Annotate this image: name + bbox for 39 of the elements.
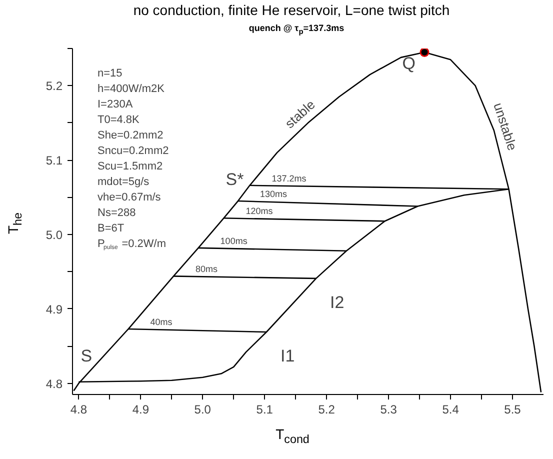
x-tick-label: 5.5 xyxy=(504,402,522,416)
x-tick-label: 5.3 xyxy=(380,402,398,416)
x-tick-label: 5.0 xyxy=(194,402,212,416)
annotation: B=6T xyxy=(98,222,124,234)
annotation: S xyxy=(80,346,92,366)
annotation: h=400W/m2K xyxy=(98,83,166,95)
x-tick-label: 5.1 xyxy=(256,402,274,416)
y-tick-label: 5.2 xyxy=(46,79,63,94)
x-tick-label: 4.9 xyxy=(132,402,150,416)
series-label: 40ms xyxy=(150,317,173,328)
annotation: Ns=288 xyxy=(98,207,136,219)
x-tick-label: 4.8 xyxy=(70,402,88,416)
annotation: S* xyxy=(226,170,244,189)
annotation: unstable xyxy=(490,100,520,152)
y-tick-label: 5.0 xyxy=(46,228,63,242)
annotation: mdot=5g/s xyxy=(98,176,150,188)
annotation: I2 xyxy=(330,292,344,312)
annotation: T0=4.8K xyxy=(98,114,140,126)
annotation: She=0.2mm2 xyxy=(98,130,164,142)
chart-subtitle: quench @ τ$_{p}$=137.3ms xyxy=(248,22,344,38)
x-tick-label: 5.2 xyxy=(318,402,336,416)
y-tick-label: 4.9 xyxy=(46,302,63,316)
annotation: Scu=1.5mm2 xyxy=(98,160,163,172)
series-label: 100ms xyxy=(220,236,248,246)
chart-title: no conduction, finite He reservoir, L=one twist pitch xyxy=(133,1,450,20)
annotation: I=230A xyxy=(98,98,134,110)
y-tick-label: 5.1 xyxy=(46,154,63,168)
annotation: n=15 xyxy=(98,68,122,80)
x-tick-label: 5.4 xyxy=(442,402,460,416)
series-label: 80ms xyxy=(196,264,218,274)
annotation: Q xyxy=(402,54,416,74)
y-tick-label: 4.8 xyxy=(46,376,63,391)
annotation: I1 xyxy=(280,346,295,366)
series-label: 130ms xyxy=(260,189,288,200)
series-label: 120ms xyxy=(246,206,274,216)
x-axis-title: T$_{cond}$ xyxy=(276,425,310,448)
series-label: 137.2ms xyxy=(272,173,307,184)
annotation: Sncu=0.2mm2 xyxy=(98,145,169,157)
annotation: vhe=0.67m/s xyxy=(98,192,162,204)
